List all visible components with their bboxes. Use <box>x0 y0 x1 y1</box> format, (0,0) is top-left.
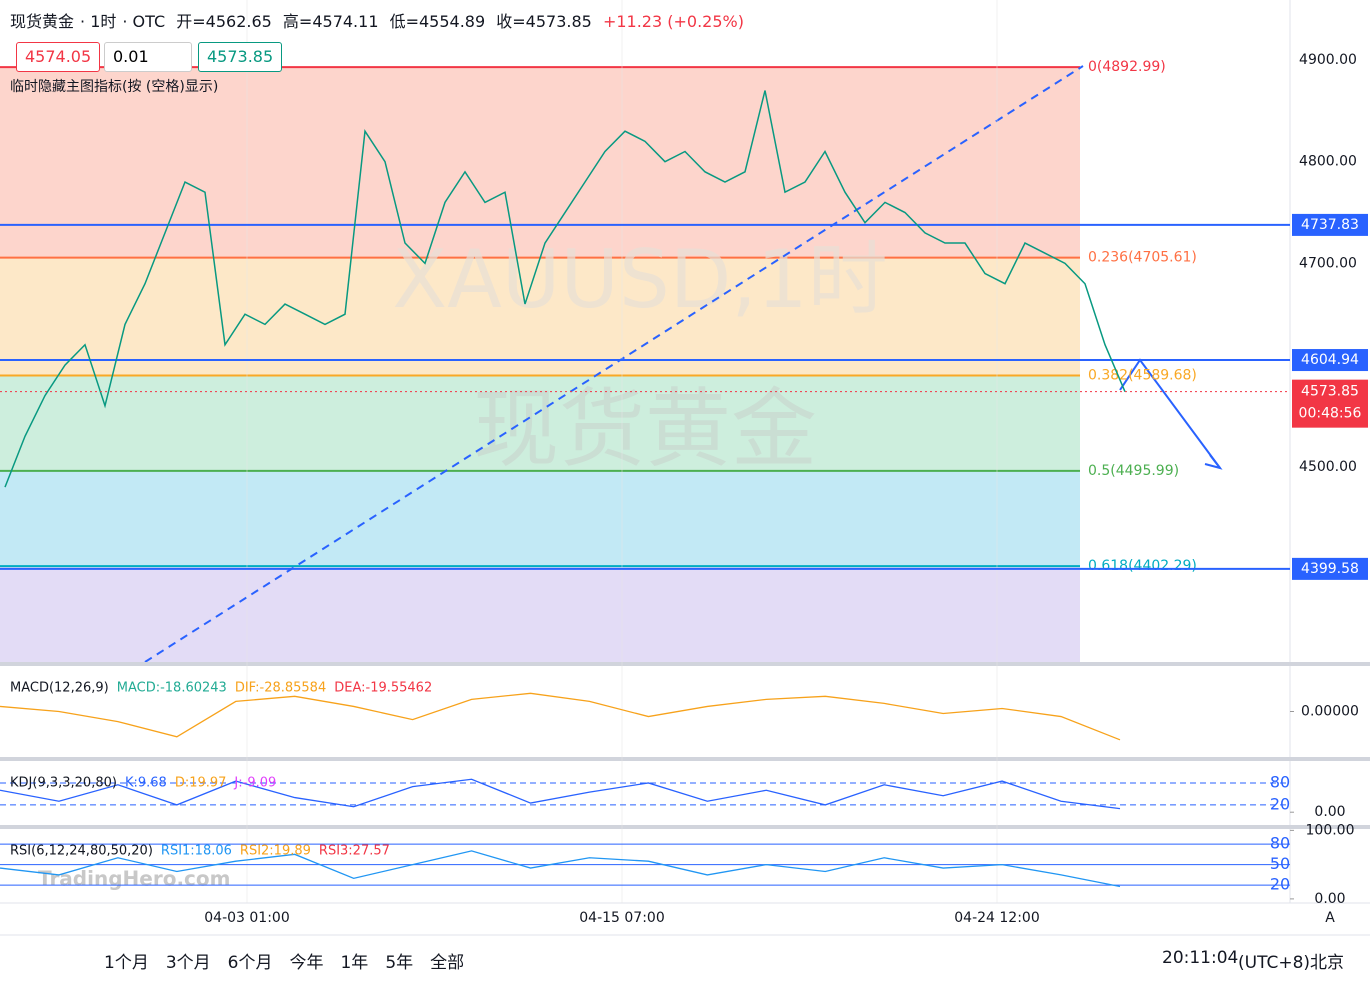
open: 开=4562.65 <box>176 12 272 31</box>
range-button[interactable]: 1年 <box>340 953 369 973</box>
rsi-label: RSI3:27.57 <box>319 844 390 859</box>
range-button[interactable]: 3个月 <box>165 953 211 973</box>
kdj-label: D:19.97 <box>175 776 227 791</box>
y-tick-label: 20 <box>1270 875 1290 894</box>
timezone[interactable]: (UTC+8)北京 <box>1238 953 1345 973</box>
kdj-label: J:-9.09 <box>233 776 276 791</box>
current-tag <box>1292 379 1368 428</box>
range-button[interactable]: 全部 <box>430 953 465 973</box>
range-button[interactable]: 6个月 <box>227 953 273 973</box>
y-tick-label: 4800.00 <box>1299 154 1357 170</box>
fib-band <box>0 566 1080 662</box>
rsi-label: RSI2:19.89 <box>240 844 311 859</box>
fib-label: 0.618(4402.29) <box>1088 558 1197 574</box>
range-button[interactable]: 5年 <box>385 953 414 973</box>
rsi-label: RSI1:18.06 <box>161 844 232 859</box>
hint: 临时隐藏主图指标(按 (空格)显示) <box>10 79 218 95</box>
spread: 0.01 <box>104 42 192 72</box>
y-tick-label: 0.00000 <box>1301 704 1359 720</box>
interval: 1时 <box>90 12 117 31</box>
macd-label: MACD(12,26,9) <box>10 681 109 696</box>
kdj-line <box>0 778 1121 810</box>
fib-label: 0.382(4589.68) <box>1088 368 1197 384</box>
low: 低=4554.89 <box>389 12 486 31</box>
countdown: 00:48:56 <box>1299 406 1362 422</box>
trend-line <box>144 65 1084 663</box>
fib-band <box>0 470 1080 567</box>
auto-scale[interactable]: A <box>1325 910 1335 926</box>
fib-label: 0(4892.99) <box>1088 59 1166 75</box>
watermark: 现货黄金 <box>473 379 817 479</box>
current-label: 4573.85 <box>1301 384 1359 400</box>
x-tick-label: 04-15 07:00 <box>579 910 664 926</box>
level-label: 4604.94 <box>1301 352 1359 368</box>
rsi-line <box>0 850 1121 888</box>
range-button[interactable]: 今年 <box>289 953 324 973</box>
market: OTC <box>132 12 166 31</box>
level-tag <box>1292 213 1368 236</box>
macd-line <box>0 692 1121 741</box>
watermark: XAUUSD,1时 <box>392 233 887 326</box>
arrow-head <box>1204 454 1223 470</box>
change: +11.23 (+0.25%) <box>602 12 744 31</box>
y-tick-label: 0.00 <box>1314 804 1345 820</box>
brand: TradingHero.com <box>38 867 230 891</box>
fib-band <box>0 67 1080 258</box>
level-label: 4399.58 <box>1301 561 1359 577</box>
level-tag <box>1292 557 1368 580</box>
y-tick-label: 100.00 <box>1306 822 1355 838</box>
x-tick-label: 04-24 12:00 <box>954 910 1039 926</box>
level-label: 4737.83 <box>1301 217 1359 233</box>
symbol[interactable]: 现货黄金 <box>10 12 75 31</box>
y-tick-label: 50 <box>1270 854 1290 873</box>
range-button[interactable]: 1个月 <box>104 953 149 973</box>
macd-label: DEA:-19.55462 <box>334 681 432 696</box>
price-line <box>4 90 1126 488</box>
y-tick-label: 80 <box>1270 772 1290 791</box>
fib-label: 0.5(4495.99) <box>1088 463 1179 479</box>
kdj-label: KDJ(9,3,3,20,80) <box>10 776 117 791</box>
fib-band <box>0 257 1080 376</box>
rsi-label: RSI(6,12,24,80,50,20) <box>10 844 153 859</box>
macd-label: DIF:-28.85584 <box>235 681 326 696</box>
fib-label: 0.236(4705.61) <box>1088 250 1197 266</box>
y-tick-label: 80 <box>1270 834 1290 853</box>
x-tick-label: 04-03 01:00 <box>204 910 289 926</box>
sell-price[interactable]: 4574.05 <box>16 42 101 72</box>
y-tick-label: 4500.00 <box>1299 459 1357 475</box>
high: 高=4574.11 <box>282 12 379 31</box>
y-tick-label: 4700.00 <box>1299 255 1357 271</box>
macd-label: MACD:-18.60243 <box>117 681 227 696</box>
y-tick-label: 4900.00 <box>1299 52 1357 68</box>
level-tag <box>1292 349 1368 372</box>
symbol-header: 现货黄金 · 1时 · OTC 开=4562.65 高=4574.11 低=4554… <box>10 12 744 31</box>
kdj-label: K:9.68 <box>125 776 167 791</box>
y-tick-label: 20 <box>1270 794 1290 813</box>
buy-price[interactable]: 4573.85 <box>198 42 283 72</box>
clock: 20:11:04 <box>1162 948 1239 968</box>
y-tick-label: 0.00 <box>1314 891 1345 907</box>
close: 收=4573.85 <box>496 12 592 31</box>
